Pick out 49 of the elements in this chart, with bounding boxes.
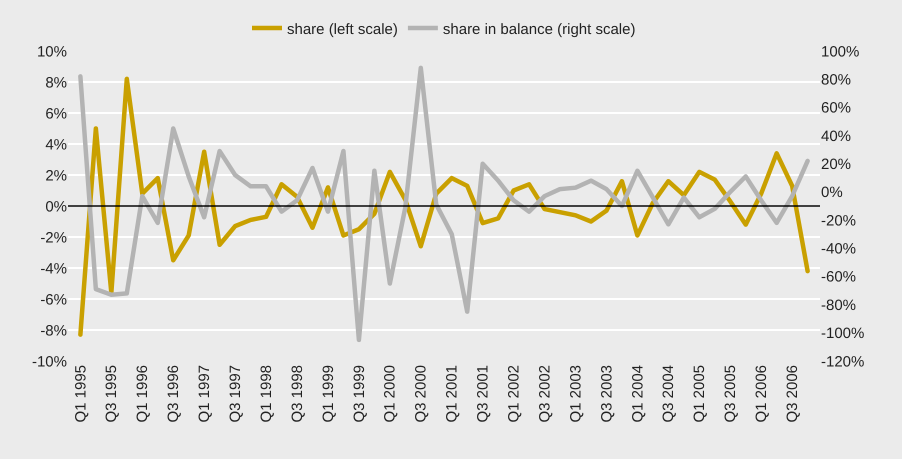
y2-tick-label: -60%: [821, 268, 856, 286]
x-tick-label: Q1 2004: [629, 365, 646, 423]
y2-tick-label: 20%: [821, 156, 852, 173]
x-tick-label: Q1 2006: [753, 365, 770, 423]
y2-tick-label: 60%: [821, 100, 852, 117]
x-tick-label: Q1 1997: [196, 365, 214, 423]
x-tick-label: Q3 1996: [165, 365, 182, 423]
x-tick-label: Q1 2001: [444, 365, 461, 423]
x-tick-label: Q1 1995: [72, 365, 90, 423]
y-tick-label: 10%: [36, 43, 67, 60]
y2-tick-label: 0%: [821, 184, 843, 202]
y-tick-label: 6%: [45, 105, 67, 122]
y2-tick-label: -120%: [821, 353, 864, 370]
x-tick-label: Q3 1997: [226, 365, 244, 423]
y-tick-label: -4%: [40, 260, 67, 278]
y2-tick-label: -80%: [821, 296, 856, 314]
x-tick-label: Q1 2002: [506, 365, 523, 423]
y-tick-label: -6%: [40, 291, 67, 308]
y-tick-label: 0%: [45, 198, 67, 216]
y2-tick-label: 100%: [821, 43, 860, 60]
x-tick-label: Q3 1998: [288, 365, 306, 423]
x-tick-label: Q1 2005: [691, 365, 708, 423]
x-tick-label: Q3 2000: [412, 365, 430, 423]
x-tick-label: Q3 1999: [350, 365, 368, 423]
x-tick-label: Q1 1999: [320, 365, 337, 423]
y2-tick-label: -100%: [821, 325, 864, 342]
legend-label: share (left scale): [287, 20, 398, 38]
x-tick-label: Q1 1998: [258, 365, 275, 423]
y2-tick-label: 40%: [821, 128, 852, 145]
y2-tick-label: -20%: [821, 212, 856, 230]
y-tick-label: 4%: [45, 136, 67, 154]
x-tick-label: Q3 2005: [722, 365, 740, 423]
legend-label: share in balance (right scale): [442, 20, 636, 38]
x-tick-label: Q3 2001: [474, 365, 492, 423]
y-tick-label: -10%: [32, 353, 67, 370]
y-tick-label: 2%: [45, 167, 67, 184]
y2-tick-label: -40%: [821, 240, 856, 258]
x-tick-label: Q3 2006: [784, 365, 802, 423]
x-tick-label: Q1 1996: [134, 365, 152, 423]
y-tick-label: 8%: [45, 74, 67, 92]
y-tick-label: -2%: [40, 229, 67, 246]
x-tick-label: Q3 1995: [103, 365, 120, 423]
y2-tick-label: 80%: [821, 71, 852, 88]
y-tick-label: -8%: [40, 322, 67, 340]
x-tick-label: Q1 2000: [382, 365, 399, 423]
x-tick-label: Q3 2002: [536, 365, 554, 423]
x-tick-label: Q3 2003: [598, 365, 616, 423]
x-tick-label: Q3 2004: [660, 365, 678, 423]
x-tick-label: Q1 2003: [567, 365, 584, 423]
